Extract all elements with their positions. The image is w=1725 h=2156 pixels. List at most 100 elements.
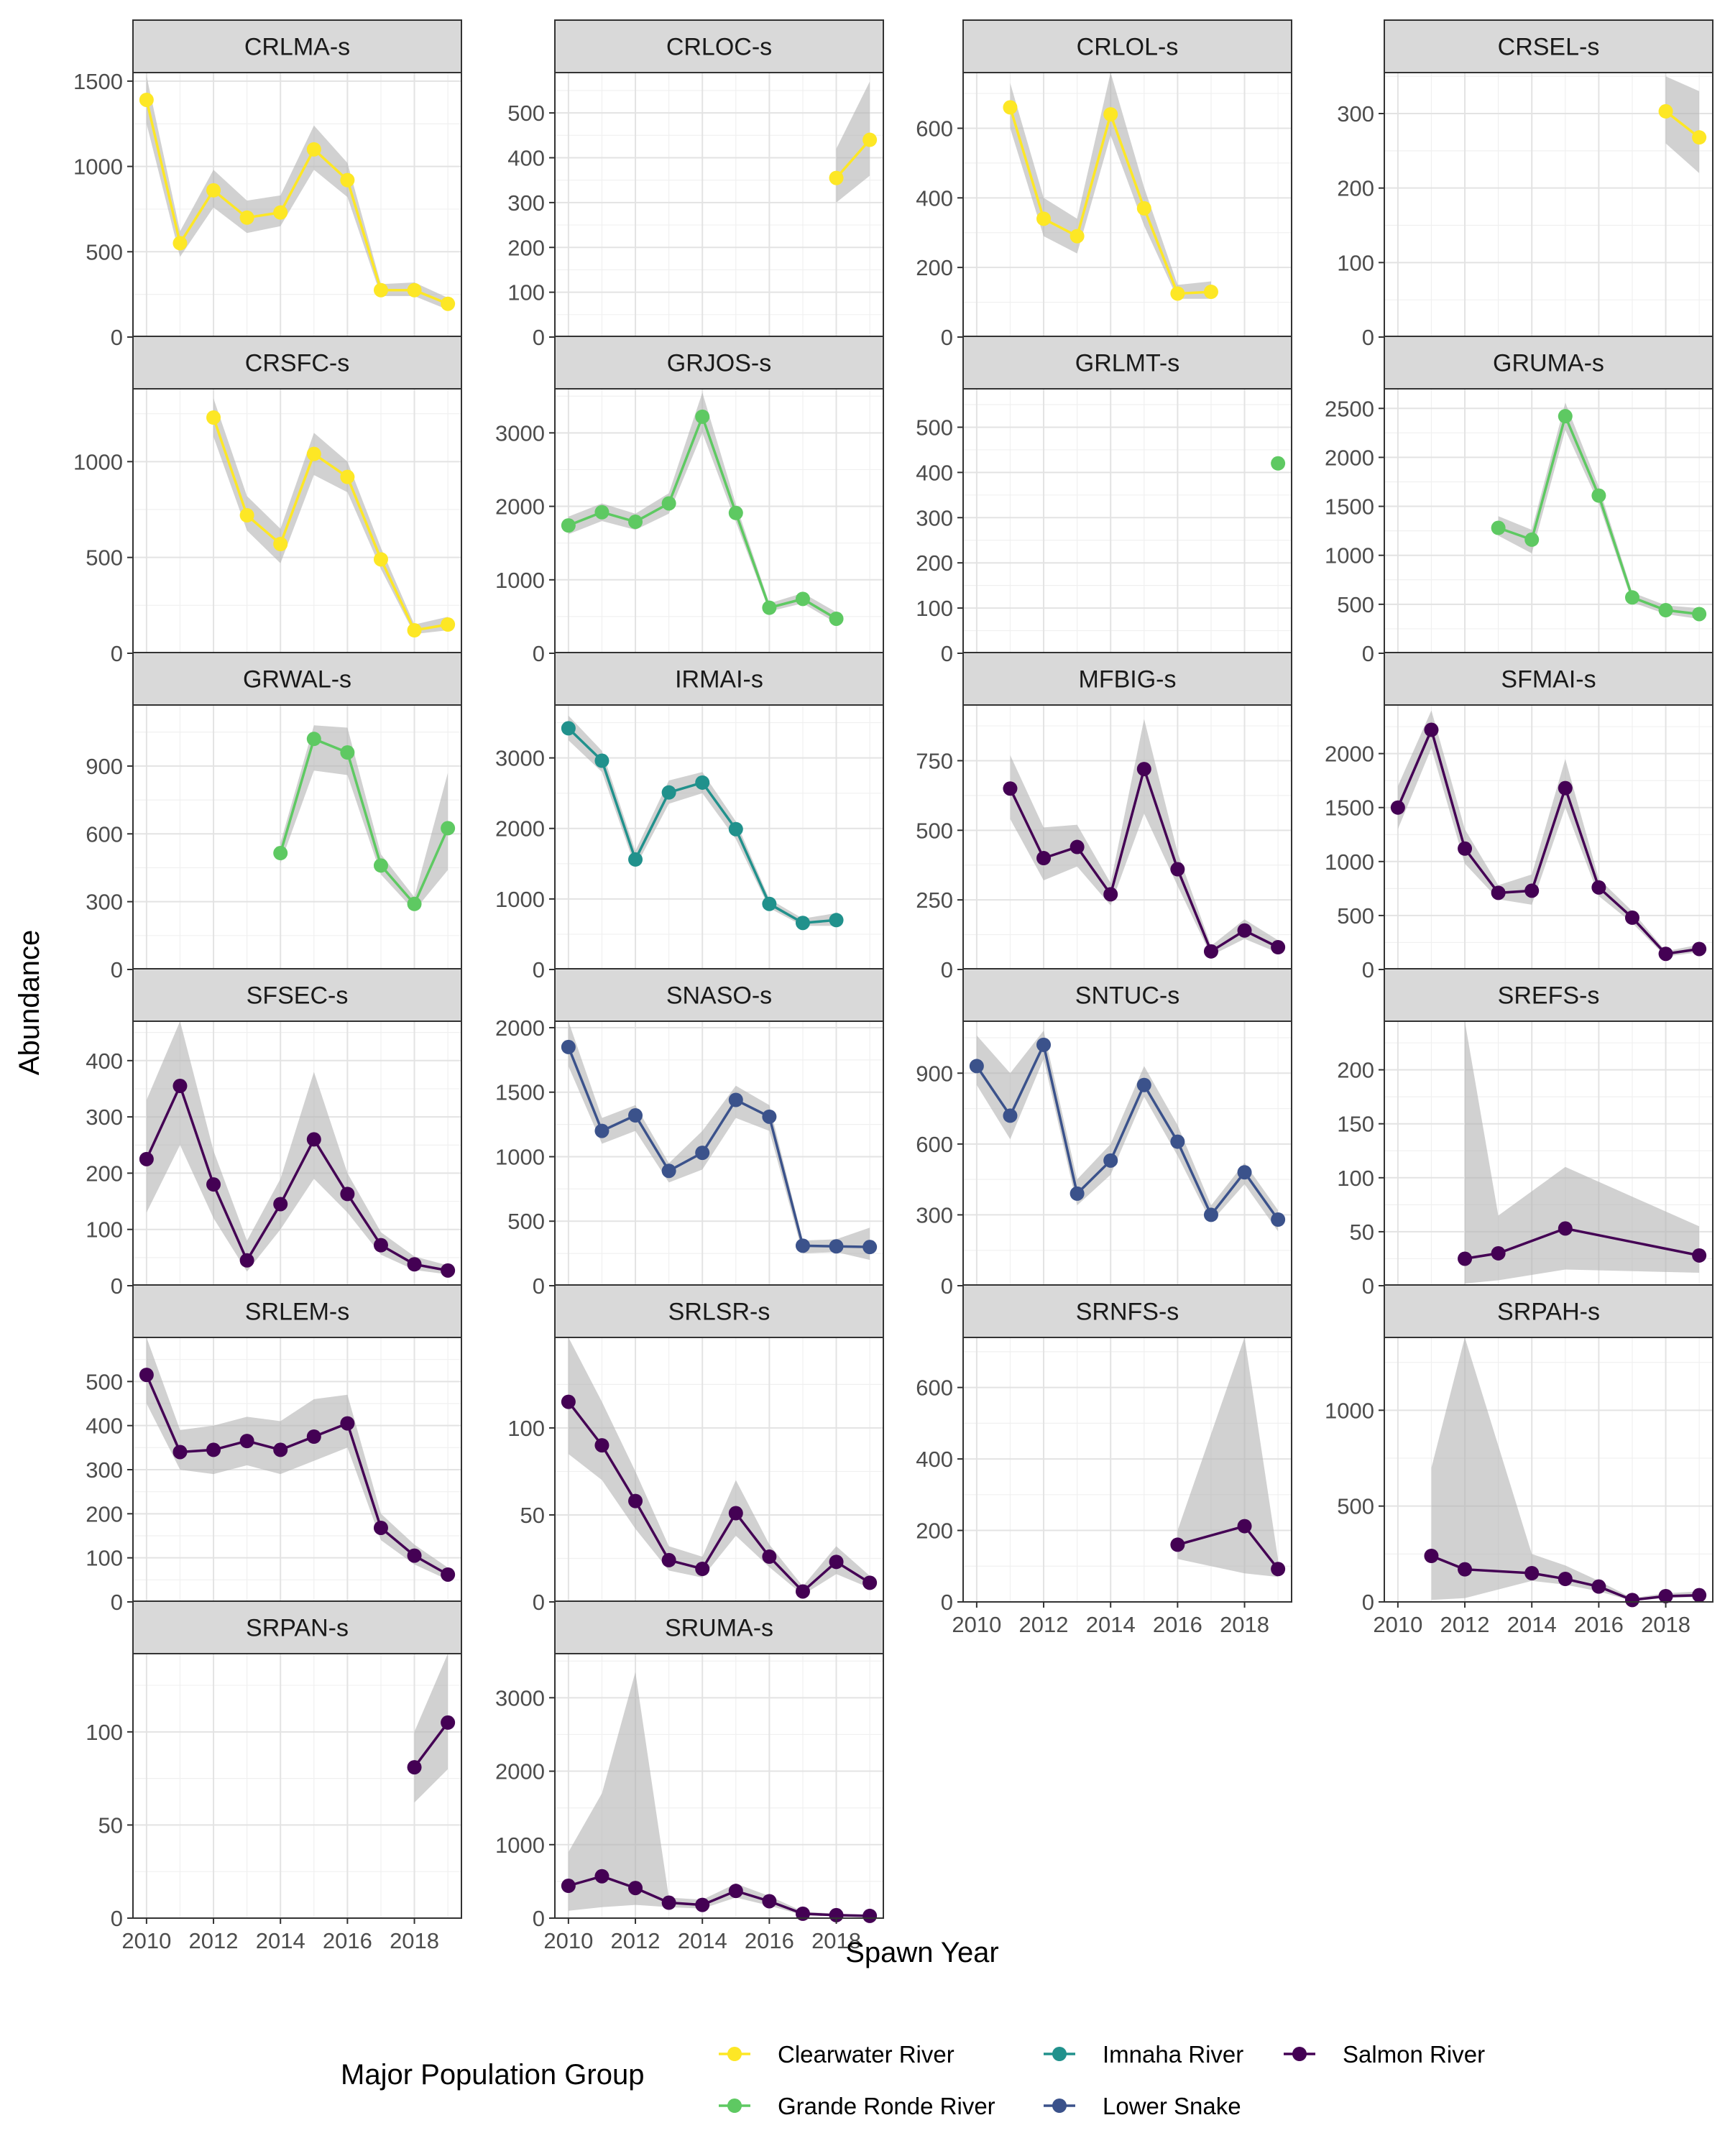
y-tick-label: 100 [86, 1546, 123, 1571]
data-point [1203, 944, 1218, 959]
facet-label: SRUMA-s [665, 1615, 773, 1642]
data-point [340, 1416, 355, 1431]
facet-label: MFBIG-s [1079, 666, 1177, 694]
data-point [762, 1109, 777, 1124]
x-tick-label: 2012 [1440, 1612, 1490, 1637]
data-point [1136, 762, 1151, 777]
data-point [239, 1434, 254, 1449]
y-tick-label: 300 [507, 190, 545, 216]
panel-sfmai-s: SFMAI-s 0 500 1000 1500 2000 [1325, 652, 1714, 982]
data-point [795, 916, 810, 931]
facet-label: SRPAN-s [246, 1615, 349, 1642]
y-tick-label: 400 [507, 146, 545, 171]
data-point [1203, 285, 1218, 300]
data-point [1591, 488, 1606, 503]
legend-item-lower-snake: Lower Snake [1044, 2093, 1241, 2119]
series-line [568, 1874, 870, 1917]
data-point [1203, 1207, 1218, 1222]
legend-label: Grande Ronde River [778, 2093, 995, 2119]
y-tick-label: 0 [111, 325, 123, 350]
y-tick-label: 500 [916, 818, 953, 843]
panel-border [132, 1653, 462, 1919]
x-tick-label: 2018 [390, 1928, 439, 1953]
y-tick-label: 3000 [495, 746, 545, 771]
data-point [139, 92, 154, 107]
facet-strip [132, 19, 462, 73]
legend-marker [1052, 2047, 1067, 2061]
y-tick-label: 400 [86, 1414, 123, 1439]
series-line [145, 1374, 448, 1576]
x-tick-label: 2016 [1574, 1612, 1624, 1637]
data-point [273, 1442, 288, 1457]
panel-sfsec-s: SFSEC-s 0 100 200 300 400 [86, 968, 462, 1299]
facet-strip [554, 1600, 884, 1654]
data-point [306, 446, 321, 461]
data-point [1036, 211, 1052, 226]
data-point [273, 205, 288, 220]
y-tick-label: 1500 [495, 1080, 545, 1105]
data-point [762, 1549, 777, 1565]
panel-snaso-s: SNASO-s 0 500 1000 1500 2000 [495, 968, 884, 1299]
confidence-band [568, 1021, 870, 1261]
plot-area [133, 389, 461, 653]
facet-strip [132, 336, 462, 390]
data-point [1658, 603, 1673, 618]
confidence-band [1431, 1337, 1700, 1601]
facet-strip [1384, 968, 1714, 1022]
facet-label: CRLOC-s [666, 34, 772, 61]
legend-item-grande-ronde-river: Grande Ronde River [719, 2093, 995, 2119]
data-point [1070, 839, 1085, 854]
facet-label: CRLMA-s [244, 34, 350, 61]
facet-label: CRSEL-s [1498, 34, 1600, 61]
data-point [1624, 1593, 1639, 1608]
x-tick-label: 2014 [678, 1928, 727, 1953]
facet-label: CRSFC-s [245, 350, 349, 377]
facet-label: GRWAL-s [243, 666, 351, 694]
series-line [567, 1401, 871, 1593]
x-tick-label: 2010 [121, 1928, 171, 1953]
legend-marker [1292, 2047, 1307, 2061]
y-tick-label: 0 [111, 957, 123, 982]
panel-border [554, 1653, 884, 1919]
data-point [1271, 1562, 1286, 1577]
y-tick-label: 600 [916, 116, 953, 141]
y-tick-label: 1500 [1325, 796, 1374, 821]
y-tick-label: 1500 [1325, 494, 1374, 520]
y-tick-label: 0 [941, 1590, 953, 1615]
facet-strip [554, 19, 884, 73]
data-point [1524, 532, 1540, 547]
data-point [1591, 1579, 1606, 1594]
panel-mfbig-s: MFBIG-s 0 250 500 750 [916, 652, 1292, 982]
confidence-band [146, 1021, 448, 1275]
facet-strip [132, 968, 462, 1022]
data-point [1591, 880, 1606, 895]
data-point [1558, 409, 1573, 424]
panel-crlol-s: CRLOL-s 0 200 400 600 [916, 19, 1292, 350]
y-tick-label: 250 [916, 888, 953, 913]
facet-strip [962, 1284, 1292, 1338]
data-point [273, 537, 288, 551]
facet-label: SREFS-s [1498, 982, 1600, 1010]
y-tick-label: 2000 [495, 1759, 545, 1784]
panel-gruma-s: GRUMA-s 0 500 1000 1500 2000 2500 [1325, 336, 1714, 666]
y-tick-label: 400 [916, 1447, 953, 1472]
data-point [1524, 1566, 1540, 1580]
data-point [862, 1575, 878, 1590]
y-tick-label: 900 [86, 754, 123, 779]
panel-grlmt-s: GRLMT-s 0 100 200 300 400 500 [916, 336, 1292, 666]
facet-strip [554, 652, 884, 706]
y-tick-label: 2000 [495, 1015, 545, 1041]
y-tick-label: 0 [533, 325, 545, 350]
data-point [373, 858, 388, 873]
data-point [340, 172, 355, 188]
data-point [561, 1879, 576, 1894]
data-point [441, 296, 456, 311]
facet-label: SFMAI-s [1501, 666, 1596, 694]
data-point [1036, 1037, 1052, 1052]
data-point [661, 785, 676, 800]
y-tick-label: 1000 [73, 449, 123, 474]
x-tick-label: 2018 [1641, 1612, 1690, 1637]
data-point [695, 1562, 710, 1576]
data-point [1624, 590, 1639, 605]
data-point [561, 721, 576, 736]
